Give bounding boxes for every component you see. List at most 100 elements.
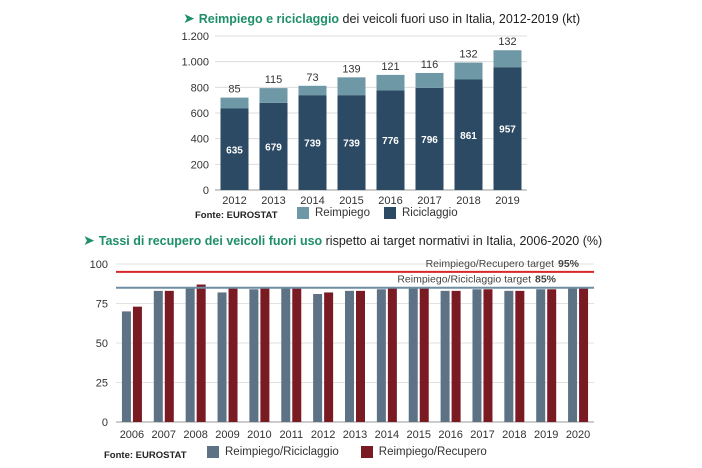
chart2-bar-riciclaggio <box>153 290 163 422</box>
chart2-bar-recupero <box>196 284 206 422</box>
chart1-title-rest: dei veicoli fuori uso in Italia, 2012-20… <box>339 12 581 26</box>
chart2-bar-riciclaggio <box>217 292 227 422</box>
legend-swatch-recupero-rate <box>360 446 373 458</box>
chart2-bar-riciclaggio <box>504 290 514 422</box>
chart2-bar-recupero <box>356 290 365 422</box>
legend-label-recupero-rate: Reimpiego/Recupero <box>378 446 487 458</box>
chart1-y-tick-label: 400 <box>191 134 209 146</box>
chart1-title: ➤ Reimpiego e riciclaggio dei veicoli fuo… <box>183 10 580 27</box>
chart1-bar-riciclaggio <box>376 90 405 190</box>
chart2-x-tick-label: 2016 <box>438 429 462 441</box>
chart1-y-tick-label: 1.200 <box>181 31 209 43</box>
chart1-bar-riciclaggio <box>337 95 366 190</box>
chart2-x-tick-label: 2007 <box>152 429 176 441</box>
chart2-y-tick-label: 75 <box>96 299 108 311</box>
chart1-source: Fonte: EUROSTAT <box>195 210 278 221</box>
legend-item-recupero-rate: Reimpiego/Recupero <box>360 446 487 458</box>
chart2-bar-riciclaggio <box>472 289 482 422</box>
chart1-bar-riciclaggio <box>493 67 522 190</box>
legend-swatch-reimpiego <box>297 207 309 219</box>
chart2-y-tick-label: 100 <box>90 259 108 271</box>
chart1-data-label-reimpiego: 116 <box>421 59 439 71</box>
legend-swatch-riciclaggio-rate <box>207 446 219 458</box>
chart1-x-tick-label: 2017 <box>417 195 441 207</box>
chart2-target-label-riciclaggio: Reimpiego/Riciclaggio target <box>397 274 531 286</box>
chart2-y-tick-label: 50 <box>96 338 108 350</box>
chart1-bar-reimpiego <box>298 85 327 96</box>
chart2-title: ➤ Tassi di recupero dei veicoli fuori uso… <box>83 232 602 249</box>
chart2-target-label-recupero: Reimpiego/Recupero target <box>426 258 554 270</box>
chart2-bar-recupero <box>579 287 589 422</box>
chart1-legend: Reimpiego Riciclaggio <box>297 207 458 219</box>
chart1-data-label-riciclaggio: 861 <box>460 131 477 142</box>
chart2-x-tick-label: 2011 <box>279 429 303 441</box>
chart2-bar-recupero <box>515 290 525 422</box>
chart2-title-highlight: Tassi di recupero dei veicoli fuori uso <box>98 234 323 248</box>
chart1-bar-reimpiego <box>220 97 249 109</box>
chart1-bar-reimpiego <box>493 50 522 68</box>
chart1-bar-riciclaggio <box>220 108 249 190</box>
chart2-bar-recupero <box>260 287 270 422</box>
chart2-bar-riciclaggio <box>345 290 354 422</box>
chart1-data-label-riciclaggio: 739 <box>343 139 360 150</box>
chart2-x-tick-label: 2017 <box>470 429 494 441</box>
chart2-x-tick-label: 2009 <box>215 429 239 441</box>
chart2-bar-recupero <box>547 289 557 422</box>
chart2-source: Fonte: EUROSTAT <box>104 450 187 461</box>
chart1-bar-riciclaggio <box>415 87 444 190</box>
chart2-bar-riciclaggio <box>313 294 323 422</box>
chart1-data-label-reimpiego: 121 <box>381 61 399 73</box>
chart2-bar-recupero <box>387 287 397 422</box>
chart1-data-label-reimpiego: 132 <box>498 36 516 48</box>
chart2-bar-riciclaggio <box>121 311 131 422</box>
chart1-x-tick-label: 2013 <box>261 195 285 207</box>
chart2-bar-recupero <box>132 306 142 422</box>
chart2-y-tick-label: 0 <box>102 417 108 429</box>
chart1-data-label-reimpiego: 73 <box>306 72 318 84</box>
arrow-right-icon: ➤ <box>83 232 95 248</box>
chart2-x-tick-label: 2014 <box>375 429 399 441</box>
chart1-x-tick-label: 2012 <box>222 195 246 207</box>
chart1-bar-reimpiego <box>337 77 366 96</box>
legend-item-riciclaggio: Riciclaggio <box>383 207 458 219</box>
chart1-y-tick-label: 0 <box>203 185 209 197</box>
chart1-data-label-reimpiego: 139 <box>342 63 360 75</box>
chart2-bar-recupero <box>228 287 238 422</box>
chart1-data-label-riciclaggio: 776 <box>382 136 399 147</box>
chart2-x-tick-label: 2006 <box>120 429 144 441</box>
legend-item-riciclaggio-rate: Reimpiego/Riciclaggio <box>207 446 339 458</box>
chart2-bar-riciclaggio <box>568 287 578 422</box>
chart1-x-tick-label: 2014 <box>300 195 324 207</box>
legend-label-riciclaggio: Riciclaggio <box>401 207 458 219</box>
chart2-bar-riciclaggio <box>249 289 259 422</box>
chart2-x-tick-label: 2008 <box>183 429 207 441</box>
legend-item-reimpiego: Reimpiego <box>297 207 370 219</box>
chart2-y-tick-label: 25 <box>96 378 108 390</box>
chart1-bar-reimpiego <box>259 88 288 103</box>
chart2-x-tick-label: 2019 <box>534 429 558 441</box>
chart2-bar-recupero <box>451 290 461 422</box>
chart1-x-tick-label: 2018 <box>456 195 480 207</box>
chart1-y-tick-label: 1.000 <box>181 57 209 69</box>
chart1-bar-riciclaggio <box>298 95 327 190</box>
legend-swatch-riciclaggio <box>383 207 396 219</box>
legend-label-riciclaggio-rate: Reimpiego/Riciclaggio <box>225 446 339 458</box>
chart2-x-tick-label: 2010 <box>247 429 271 441</box>
chart1-x-tick-label: 2019 <box>495 195 519 207</box>
chart2-bar-riciclaggio <box>536 289 546 422</box>
chart1-data-label-riciclaggio: 635 <box>226 145 243 156</box>
chart2-bar-riciclaggio <box>281 287 291 422</box>
chart1-y-tick-label: 600 <box>191 108 209 120</box>
chart2-x-tick-label: 2018 <box>502 429 526 441</box>
chart2-bar-riciclaggio <box>408 287 418 422</box>
chart2-target-value-riciclaggio: 85% <box>535 274 557 286</box>
chart1-data-label-riciclaggio: 679 <box>265 142 282 153</box>
chart2-bar-recupero <box>483 289 493 422</box>
chart1-data-label-riciclaggio: 957 <box>499 125 516 136</box>
chart1-data-label-riciclaggio: 796 <box>421 135 438 146</box>
chart1-data-label-reimpiego: 85 <box>228 84 240 96</box>
chart1-bar-riciclaggio <box>259 102 288 190</box>
chart1-bar-reimpiego <box>454 62 483 80</box>
chart1-bar-reimpiego <box>376 74 405 91</box>
chart2-bar-recupero <box>419 287 429 422</box>
